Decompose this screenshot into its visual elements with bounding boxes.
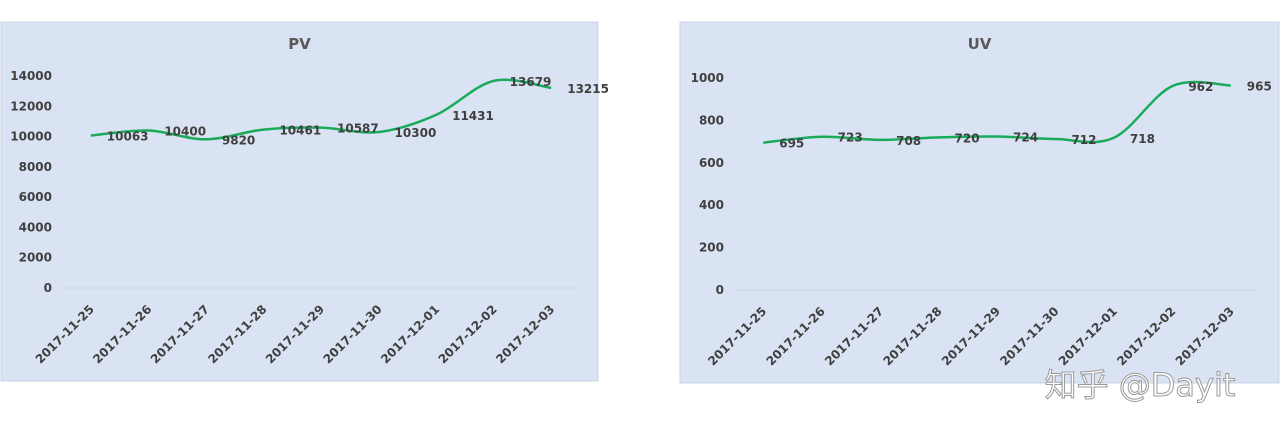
y-tick-label: 12000	[10, 99, 52, 113]
chart-background	[0, 21, 599, 382]
data-label: 695	[779, 137, 804, 151]
y-tick-label: 10000	[10, 130, 52, 144]
data-label: 723	[838, 131, 863, 145]
data-label: 720	[955, 131, 980, 145]
y-tick-label: 800	[699, 113, 724, 127]
data-label: 10461	[279, 124, 321, 138]
y-tick-label: 14000	[10, 69, 52, 83]
chart-title: UV	[968, 35, 992, 53]
chart: UV020040060080010002017-11-256952017-11-…	[679, 21, 1280, 384]
y-tick-label: 200	[699, 241, 724, 255]
chart: PV020004000600080001000012000140002017-1…	[0, 21, 609, 382]
chart-background	[679, 21, 1280, 384]
watermark: 知乎 @Dayit	[1045, 366, 1236, 404]
y-tick-label: 400	[699, 198, 724, 212]
data-label: 13679	[510, 75, 552, 89]
data-label: 11431	[452, 109, 494, 123]
y-tick-label: 600	[699, 156, 724, 170]
y-tick-label: 4000	[19, 220, 52, 234]
data-label: 10587	[337, 122, 379, 136]
data-label: 965	[1247, 79, 1272, 93]
data-label: 962	[1188, 80, 1213, 94]
y-tick-label: 8000	[19, 160, 52, 174]
data-label: 10400	[164, 125, 206, 139]
data-label: 13215	[567, 82, 609, 96]
y-tick-label: 0	[44, 281, 52, 295]
data-label: 712	[1071, 133, 1096, 147]
line	[90, 78, 552, 141]
chart-title: PV	[288, 35, 311, 53]
data-label: 724	[1013, 131, 1038, 145]
data-label: 718	[1130, 132, 1155, 146]
y-tick-label: 2000	[19, 251, 52, 265]
data-label: 9820	[222, 133, 255, 147]
y-tick-label: 6000	[19, 190, 52, 204]
y-tick-label: 0	[716, 283, 724, 297]
data-label: 708	[896, 134, 921, 148]
y-tick-label: 1000	[691, 71, 724, 85]
line	[763, 80, 1231, 144]
data-label: 10063	[107, 130, 149, 144]
data-label: 10300	[395, 126, 437, 140]
